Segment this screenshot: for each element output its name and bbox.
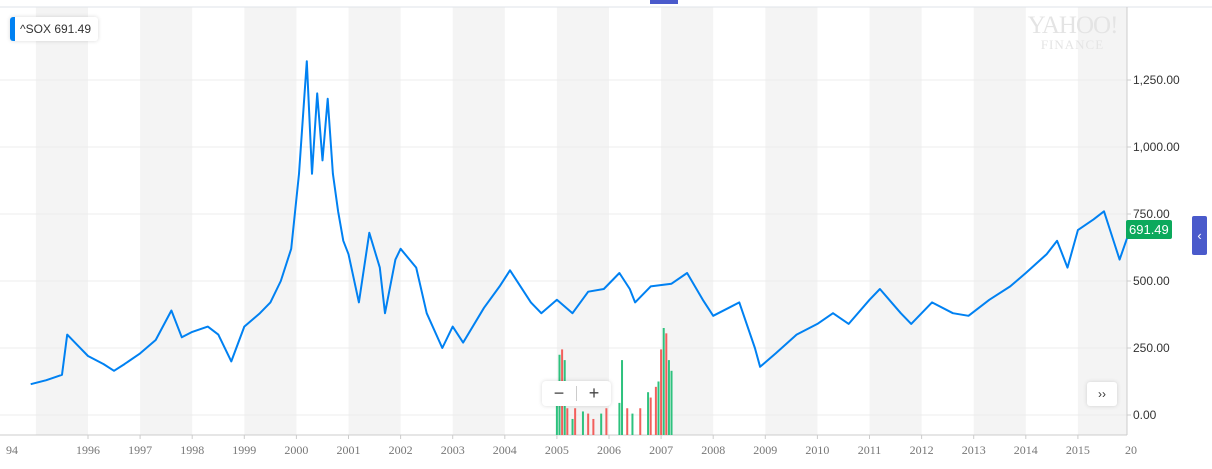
volume-bar: [587, 413, 590, 435]
year-band: [348, 7, 401, 435]
year-band: [35, 7, 88, 435]
volume-bar: [574, 408, 577, 435]
y-tick-label: 500.00: [1133, 274, 1170, 288]
current-price-tag: 691.49: [1126, 220, 1172, 239]
x-tick-label: 2000: [284, 443, 309, 457]
top-indicator: [650, 0, 678, 4]
x-tick-label: 20: [1125, 443, 1137, 457]
volume-bar: [618, 402, 621, 435]
volume-bar: [566, 408, 569, 435]
y-tick-label: 1,000.00: [1133, 140, 1180, 154]
year-band: [452, 7, 505, 435]
volume-bar: [660, 349, 663, 435]
x-tick-label: 2006: [597, 443, 621, 457]
volume-bar: [657, 381, 660, 435]
volume-bar: [626, 408, 629, 435]
x-tick-label: 2010: [805, 443, 830, 457]
legend-value: 691.49: [54, 22, 92, 36]
x-tick-label: 2007: [649, 443, 674, 457]
y-tick-label: 1,250.00: [1133, 73, 1180, 87]
volume-bar: [571, 418, 574, 435]
x-tick-label: 2004: [492, 443, 517, 457]
volume-bar: [662, 328, 665, 435]
volume-bar: [670, 370, 673, 435]
volume-bar: [631, 413, 634, 435]
year-band: [1077, 7, 1127, 435]
x-tick-label: 2012: [909, 443, 934, 457]
x-tick-label: 1996: [76, 443, 100, 457]
x-tick-label: 2009: [753, 443, 778, 457]
x-tick-label: 2005: [544, 443, 569, 457]
y-tick-label: 250.00: [1133, 341, 1170, 355]
year-band: [973, 7, 1026, 435]
zoom-out-button[interactable]: −: [553, 383, 565, 403]
x-tick-label: 94: [6, 443, 18, 457]
yahoo-finance-watermark: YAHOO! FINANCE: [1027, 12, 1119, 52]
volume-bar: [654, 386, 657, 435]
volume-bar: [667, 360, 670, 435]
scroll-right-button[interactable]: ››: [1087, 382, 1117, 406]
x-tick-label: 2011: [857, 443, 882, 457]
x-tick-label: 2014: [1013, 443, 1038, 457]
year-band: [869, 7, 922, 435]
zoom-controls: − +: [542, 381, 611, 406]
price-line: [30, 60, 1131, 386]
year-band: [765, 7, 818, 435]
zoom-in-button[interactable]: +: [588, 383, 600, 403]
x-tick-label: 2003: [440, 443, 465, 457]
x-tick-label: 1999: [232, 443, 257, 457]
volume-bar: [592, 418, 595, 435]
x-tick-label: 1997: [128, 443, 153, 457]
volume-bar: [665, 333, 668, 435]
x-tick-label: 2008: [701, 443, 726, 457]
x-tick-label: 2015: [1065, 443, 1090, 457]
y-tick-label: 750.00: [1133, 207, 1170, 221]
volume-bar: [605, 408, 608, 435]
volume-bar: [647, 392, 650, 435]
y-tick-label: 0.00: [1133, 408, 1157, 422]
volume-bar: [621, 360, 624, 435]
x-tick-label: 1998: [180, 443, 205, 457]
x-tick-label: 2001: [336, 443, 361, 457]
year-band: [244, 7, 297, 435]
divider: [576, 386, 577, 401]
expand-panel-button[interactable]: ‹: [1192, 216, 1207, 255]
x-tick-label: 2002: [388, 443, 413, 457]
volume-bar: [581, 411, 584, 435]
year-band: [140, 7, 193, 435]
volume-bar: [649, 397, 652, 435]
volume-bar: [555, 402, 558, 435]
x-tick-label: 2013: [961, 443, 986, 457]
legend-symbol: ^SOX: [20, 22, 51, 36]
volume-bar: [600, 413, 603, 435]
legend-badge: ^SOX 691.49: [10, 17, 99, 41]
volume-bar: [639, 408, 642, 435]
series-color-swatch: [10, 17, 15, 41]
